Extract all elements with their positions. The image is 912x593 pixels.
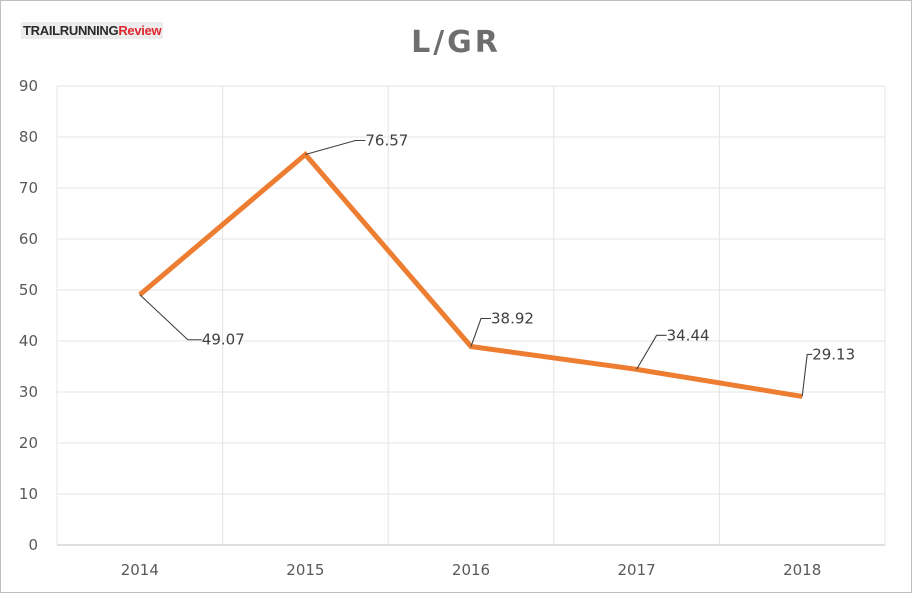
y-tick-label: 0 xyxy=(28,536,38,554)
logo-text-review: Review xyxy=(118,23,162,38)
data-label: 49.07 xyxy=(202,331,245,349)
x-tick-label: 2014 xyxy=(121,561,159,579)
y-tick-label: 20 xyxy=(19,434,38,452)
leader-line xyxy=(470,317,491,347)
data-label: 76.57 xyxy=(365,131,408,149)
y-tick-label: 40 xyxy=(19,332,38,350)
brand-logo: TRAILRUNNINGReview xyxy=(21,22,164,39)
leader-line xyxy=(636,334,667,370)
logo-text-trailrunning: TRAILRUNNING xyxy=(23,23,119,38)
x-tick-label: 2016 xyxy=(452,561,490,579)
y-tick-label: 30 xyxy=(19,383,38,401)
y-axis: 0 10 20 30 40 50 60 70 80 90 xyxy=(19,77,38,554)
series-line-group xyxy=(138,150,803,399)
data-label: 29.13 xyxy=(812,345,855,363)
x-axis: 2014 2015 2016 2017 2018 xyxy=(121,561,822,579)
data-label: 34.44 xyxy=(667,326,710,344)
y-tick-label: 60 xyxy=(19,230,38,248)
gridlines xyxy=(56,85,886,546)
x-tick-label: 2018 xyxy=(783,561,821,579)
leader-line xyxy=(305,139,366,156)
y-tick-label: 10 xyxy=(19,485,38,503)
series-line xyxy=(138,150,803,399)
y-tick-label: 90 xyxy=(19,77,38,95)
chart-title: L/GR xyxy=(411,25,501,60)
x-tick-label: 2015 xyxy=(286,561,324,579)
data-labels: 49.07 76.57 38.92 34.44 29.13 xyxy=(139,131,855,397)
y-tick-label: 80 xyxy=(19,128,38,146)
leader-line xyxy=(139,294,202,341)
leader-line xyxy=(801,353,813,397)
y-tick-label: 50 xyxy=(19,281,38,299)
y-tick-label: 70 xyxy=(19,179,38,197)
data-label: 38.92 xyxy=(491,310,534,328)
x-tick-label: 2017 xyxy=(618,561,656,579)
